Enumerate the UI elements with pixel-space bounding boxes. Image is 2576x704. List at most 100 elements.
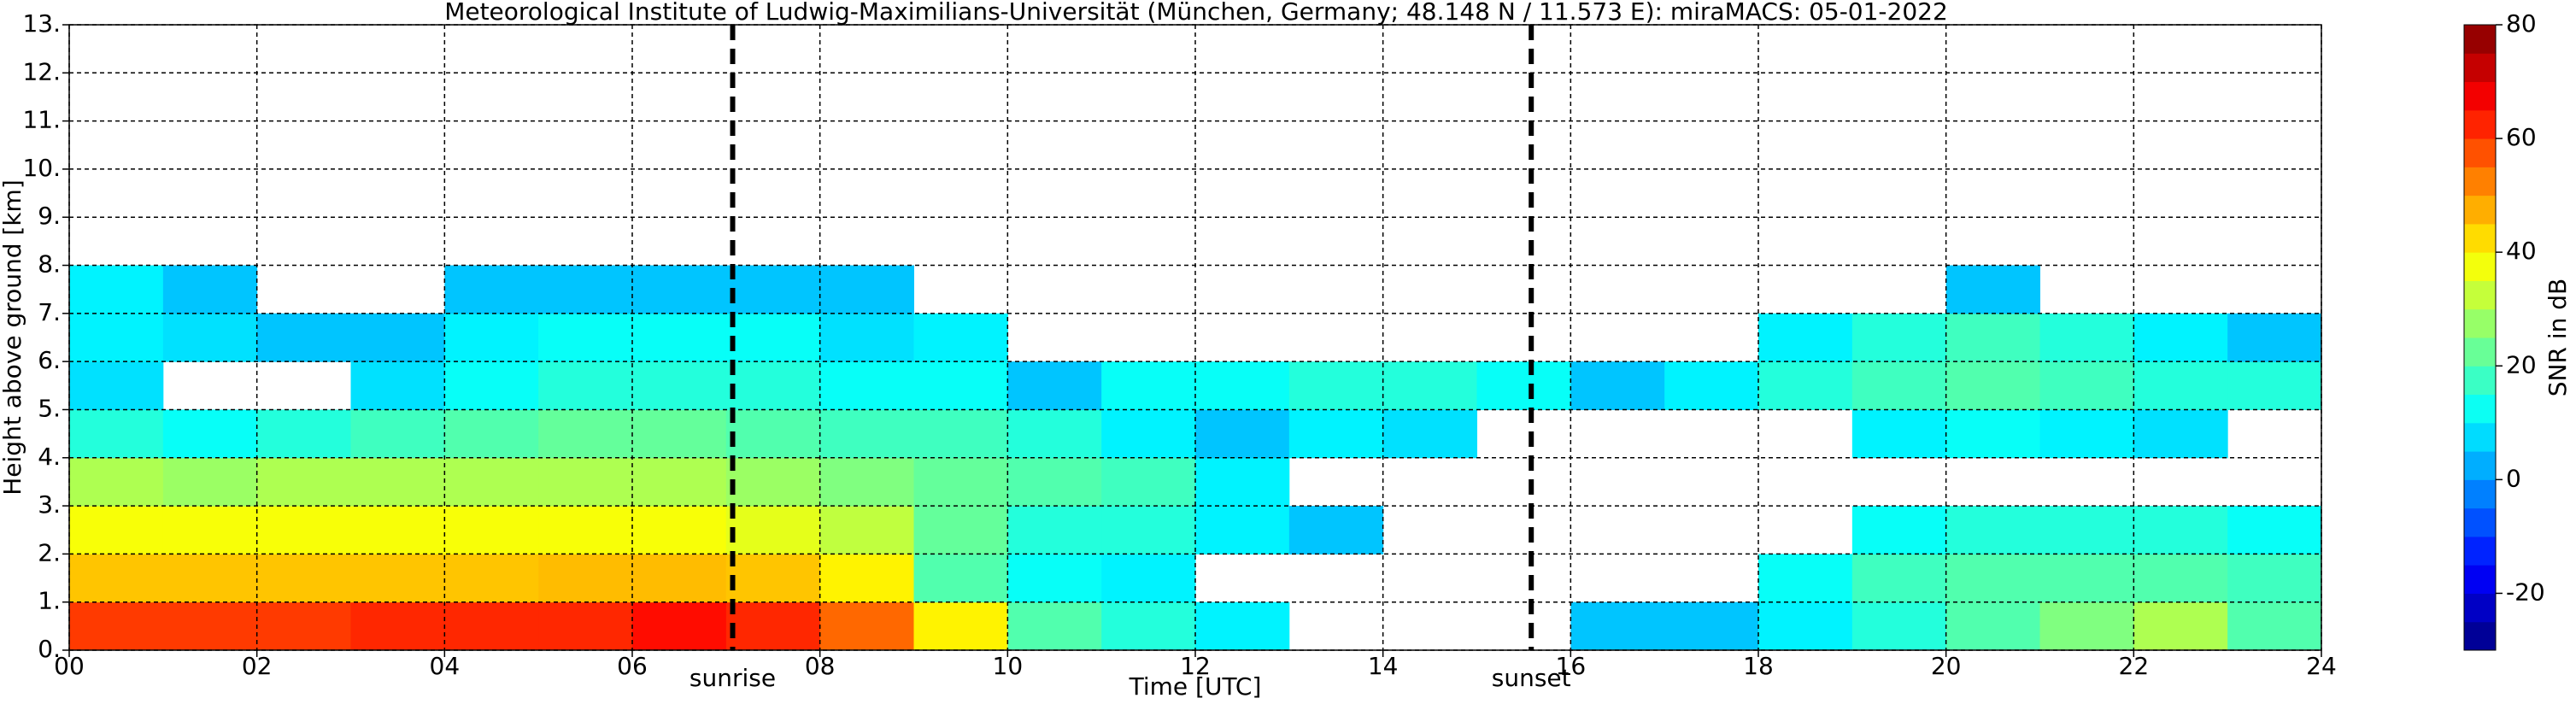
heatmap-cell: [256, 554, 351, 603]
heatmap-cell: [1758, 361, 1853, 410]
heatmap-cell: [256, 313, 351, 362]
heatmap-cell: [444, 506, 539, 554]
heatmap-cell: [819, 313, 914, 362]
colorbar-segment: [2464, 422, 2496, 452]
heatmap-cell: [2227, 554, 2322, 603]
colorbar-segment: [2464, 25, 2496, 54]
heatmap-cell: [2133, 361, 2228, 410]
heatmap-cell: [2039, 313, 2134, 362]
colorbar-segment: [2464, 138, 2496, 167]
heatmap-cell: [256, 601, 351, 651]
heatmap-cell: [2039, 506, 2134, 554]
heatmap-cell: [1851, 409, 1947, 459]
y-tick-label: 7.: [38, 298, 61, 326]
x-tick-label: 02: [242, 652, 273, 680]
heatmap-cell: [1664, 361, 1759, 410]
heatmap-cell: [725, 361, 821, 410]
heatmap-cell: [632, 506, 727, 554]
heatmap-cell: [444, 601, 539, 651]
y-tick-label: 4.: [38, 443, 61, 471]
event-label: sunrise: [689, 664, 776, 692]
heatmap-cell: [162, 601, 258, 651]
heatmap-cell: [538, 265, 633, 314]
colorbar-label: SNR in dB: [2544, 279, 2572, 396]
heatmap-cell: [69, 554, 164, 603]
colorbar-segment: [2464, 223, 2496, 253]
heatmap-cell: [1288, 409, 1384, 459]
heatmap-cell: [725, 313, 821, 362]
heatmap-cell: [1664, 601, 1759, 651]
heatmap-cell: [819, 601, 914, 651]
heatmap-cell: [725, 601, 821, 651]
heatmap-cell: [162, 265, 258, 314]
heatmap-cell: [2133, 601, 2228, 651]
heatmap-cell: [725, 265, 821, 314]
heatmap-cell: [350, 313, 445, 362]
heatmap-cell: [350, 457, 445, 507]
heatmap-cell: [538, 554, 633, 603]
y-tick-label: 13.: [22, 9, 61, 38]
x-tick-label: 18: [1743, 652, 1774, 680]
event-label: sunset: [1492, 664, 1571, 692]
y-tick-label: 3.: [38, 490, 61, 519]
heatmap-cell: [162, 313, 258, 362]
colorbar-tick-label: 80: [2506, 9, 2537, 38]
heatmap-cell: [1758, 313, 1853, 362]
heatmap-cell: [2227, 361, 2322, 410]
heatmap-cell: [1195, 361, 1290, 410]
x-tick-label: 04: [430, 652, 461, 680]
heatmap-cell: [632, 457, 727, 507]
heatmap-cell: [632, 313, 727, 362]
heatmap-cell: [1007, 601, 1102, 651]
plot-frame: [68, 24, 2322, 651]
heatmap-cell: [725, 457, 821, 507]
heatmap-cell: [725, 409, 821, 459]
heatmap-cell: [69, 601, 164, 651]
heatmap-cell: [256, 409, 351, 459]
heatmap-cell: [1945, 313, 2040, 362]
heatmap-cell: [1195, 409, 1290, 459]
heatmap-cell: [1851, 554, 1947, 603]
heatmap-cell: [632, 554, 727, 603]
heatmap-cell: [538, 409, 633, 459]
colorbar-segment: [2464, 252, 2496, 281]
x-axis-label: Time [UTC]: [1129, 672, 1262, 701]
y-tick-label: 6.: [38, 346, 61, 374]
heatmap-cell: [2133, 554, 2228, 603]
heatmap-cell: [1195, 457, 1290, 507]
heatmap-cell: [1851, 313, 1947, 362]
heatmap-cell: [350, 506, 445, 554]
heatmap-cell: [1007, 457, 1102, 507]
y-axis-label: Height above ground [km]: [0, 179, 26, 496]
heatmap-cell: [444, 554, 539, 603]
colorbar-segment: [2464, 479, 2496, 509]
colorbar-segment: [2464, 53, 2496, 83]
heatmap-cell: [1101, 409, 1196, 459]
colorbar-segment: [2464, 308, 2496, 338]
chart-title: Meteorological Institute of Ludwig-Maxim…: [444, 0, 1948, 26]
x-tick-label: 06: [617, 652, 648, 680]
colorbar-segment: [2464, 451, 2496, 480]
heatmap-cell: [1570, 361, 1665, 410]
x-tick-label: 20: [1931, 652, 1962, 680]
colorbar-segment: [2464, 366, 2496, 396]
colorbar-tick-label: 20: [2506, 350, 2537, 378]
heatmap-cell: [2133, 506, 2228, 554]
colorbar-segment: [2464, 337, 2496, 367]
heatmap-cell: [444, 265, 539, 314]
colorbar-segment: [2464, 593, 2496, 623]
heatmap-cell: [256, 506, 351, 554]
x-tick-label: 24: [2306, 652, 2337, 680]
heatmap-cell: [1945, 554, 2040, 603]
y-tick-label: 11.: [22, 106, 61, 134]
colorbar-tick-label: 0: [2506, 464, 2521, 492]
heatmap-cell: [632, 265, 727, 314]
heatmap-cell: [725, 506, 821, 554]
heatmap-cell: [913, 361, 1008, 410]
heatmap-cell: [913, 506, 1008, 554]
heatmap-cell: [444, 313, 539, 362]
heatmap-cell: [819, 409, 914, 459]
x-tick-label: 12: [1180, 652, 1211, 680]
y-tick-label: 5.: [38, 394, 61, 422]
heatmap-cell: [913, 554, 1008, 603]
